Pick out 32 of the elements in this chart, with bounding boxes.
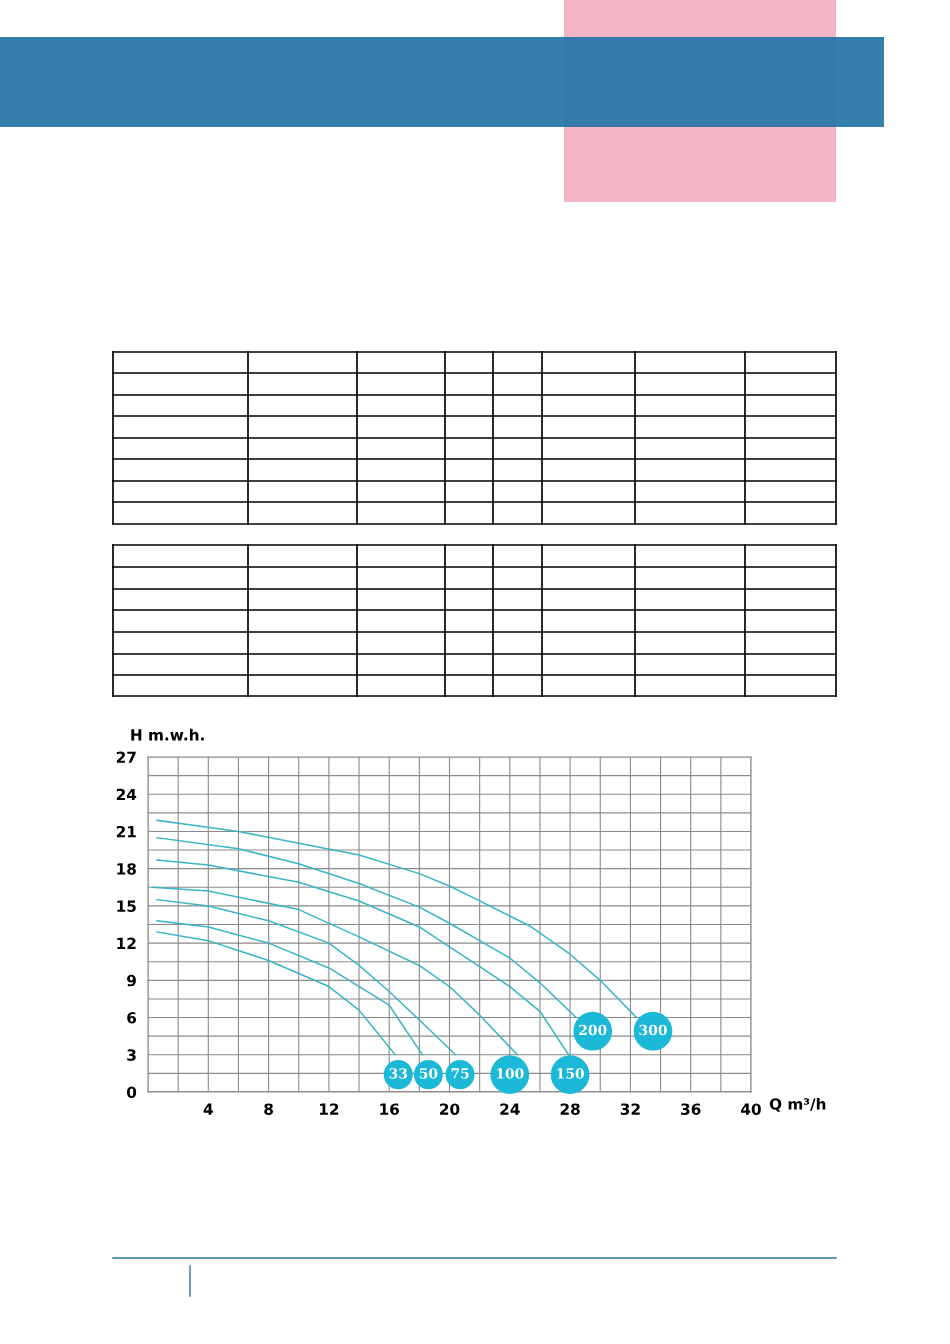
annotation: 50 (419, 1068, 438, 1079)
y-tick-label: 9 (127, 974, 136, 987)
y-axis-title: H m.w.h. (131, 728, 204, 741)
annotation: 75 (451, 1068, 469, 1079)
annotation: 150 (557, 1068, 584, 1079)
x-tick-label: 20 (440, 1103, 460, 1115)
x-tick-label: 4 (203, 1103, 213, 1115)
x-tick-label: 28 (560, 1103, 580, 1115)
x-tick-label: 40 (741, 1103, 761, 1115)
x-tick-label: 36 (681, 1103, 701, 1115)
x-tick-label: 12 (319, 1103, 339, 1115)
y-tick-label: 24 (116, 788, 137, 801)
x-tick-label: 24 (500, 1103, 520, 1115)
y-tick-label: 21 (116, 825, 136, 838)
y-tick-label: 0 (126, 1086, 137, 1099)
annotation: 200 (579, 1024, 607, 1036)
annotation: 33 (389, 1068, 408, 1079)
x-tick-label: 16 (380, 1103, 400, 1115)
line-series (156, 931, 396, 1056)
y-tick-label: 27 (116, 751, 136, 763)
x-tick-label: 8 (264, 1103, 273, 1115)
annotation: 100 (497, 1068, 524, 1079)
y-tick-label: 15 (117, 900, 136, 912)
x-tick-label: 32 (620, 1103, 640, 1115)
line-series (156, 898, 457, 1056)
y-tick-label: 6 (127, 1012, 137, 1024)
annotation: 300 (639, 1024, 667, 1036)
x-axis-title: Q m³/h (769, 1098, 826, 1112)
y-tick-label: 12 (117, 937, 136, 949)
y-tick-label: 18 (117, 863, 136, 875)
line-series (156, 920, 424, 1056)
y-tick-label: 3 (127, 1049, 136, 1061)
